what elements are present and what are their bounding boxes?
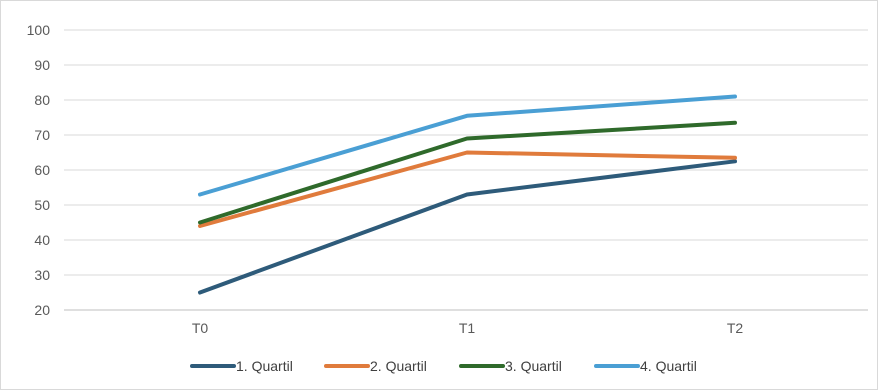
y-axis: 20 30 40 50 60 70 80 90 100 <box>27 22 51 318</box>
x-axis: T0 T1 T2 <box>192 320 744 336</box>
y-tick-label: 20 <box>34 302 50 318</box>
series-lines <box>198 94 737 295</box>
legend: 1. Quartil 2. Quartil 3. Quartil 4. Quartil <box>190 358 697 374</box>
legend-label: 3. Quartil <box>505 358 562 374</box>
y-tick-label: 50 <box>34 197 50 213</box>
y-tick-label: 60 <box>34 162 50 178</box>
y-tick-label: 30 <box>34 267 50 283</box>
legend-label: 4. Quartil <box>640 358 697 374</box>
legend-label: 2. Quartil <box>370 358 427 374</box>
x-tick-label: T2 <box>727 320 744 336</box>
series-line <box>198 150 737 228</box>
series-line <box>198 159 737 295</box>
y-tick-label: 80 <box>34 92 50 108</box>
legend-label: 1. Quartil <box>236 358 293 374</box>
gridlines <box>64 29 868 311</box>
series-line <box>198 120 737 225</box>
y-tick-label: 70 <box>34 127 50 143</box>
series-line <box>198 94 737 197</box>
y-tick-label: 40 <box>34 232 50 248</box>
x-tick-label: T0 <box>192 320 209 336</box>
x-tick-label: T1 <box>459 320 476 336</box>
y-tick-label: 100 <box>27 22 51 38</box>
y-tick-label: 90 <box>34 57 50 73</box>
